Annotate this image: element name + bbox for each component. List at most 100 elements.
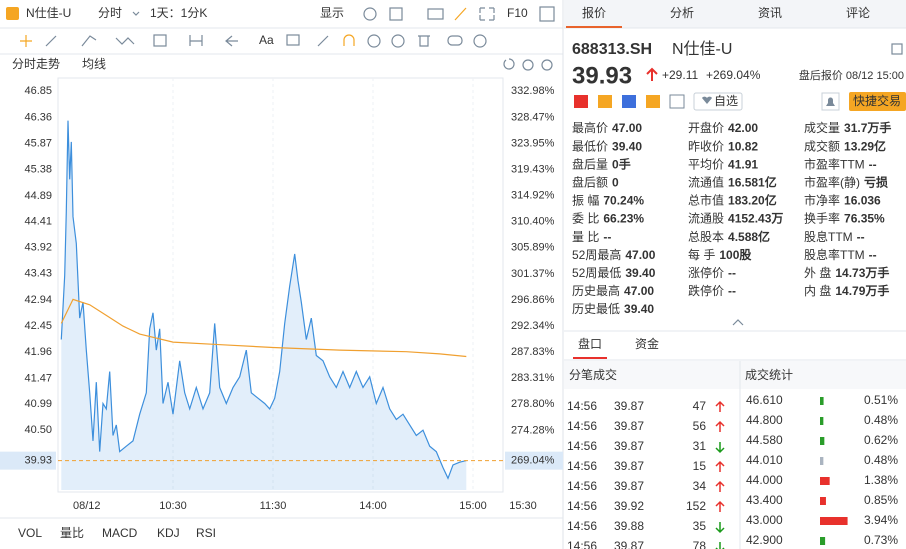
y-tick-label: 44.89 xyxy=(24,190,52,202)
stat-price: 44.580 xyxy=(746,433,783,447)
y2-tick-label: 332.98% xyxy=(511,85,555,97)
y-tick-label: 46.36 xyxy=(24,111,52,123)
price-line xyxy=(60,120,467,480)
display-button[interactable]: 显示 xyxy=(320,6,344,20)
series-legend[interactable]: 均线 xyxy=(82,57,106,71)
stat-value: 14.73万手 xyxy=(835,265,889,280)
x-tick-label: 11:30 xyxy=(260,500,287,512)
sub-tab[interactable]: 资金 xyxy=(635,336,659,351)
y2-tick-label: 301.37% xyxy=(511,268,555,280)
stat-value: 16.581亿 xyxy=(728,174,777,189)
x-tick-label: 15:30 xyxy=(509,500,537,512)
y2-tick-label: 296.86% xyxy=(511,294,555,306)
indicator-tab[interactable]: KDJ xyxy=(157,526,180,540)
stat-label: 股息TTM xyxy=(804,229,853,244)
indicator-tab[interactable]: 量比 xyxy=(60,526,84,540)
stat-value: 0手 xyxy=(612,156,631,171)
quote-status: 盘后报价 08/12 15:00 xyxy=(799,68,904,82)
panel-tab[interactable]: 分析 xyxy=(670,6,694,20)
stat-pct: 0.85% xyxy=(864,493,898,507)
stat-label: 内 盘 xyxy=(804,283,831,298)
indicator-tab[interactable]: VOL xyxy=(18,526,42,540)
y2-tick-label: 319.43% xyxy=(511,163,555,175)
stat-price: 43.400 xyxy=(746,493,783,507)
y2-tick-label: 314.92% xyxy=(511,190,555,202)
y-tick-label: 39.93 xyxy=(24,455,52,467)
stat-bar xyxy=(820,497,826,505)
y-tick-label: 44.41 xyxy=(24,215,52,227)
stat-pct: 1.38% xyxy=(864,473,898,487)
stat-pct: 0.48% xyxy=(864,453,898,467)
stat-label: 盘后额 xyxy=(572,174,608,189)
plot-frame xyxy=(57,77,504,493)
stat-label: 盘后量 xyxy=(572,156,608,171)
trade-arrow xyxy=(715,480,725,492)
y2-tick-label: 310.40% xyxy=(511,216,555,228)
active-tab-underline xyxy=(573,357,607,359)
x-tick-label: 15:00 xyxy=(459,500,487,512)
stat-label: 市盈率TTM xyxy=(804,156,865,171)
dropdown-arrow xyxy=(132,11,140,16)
panel-tab[interactable]: 评论 xyxy=(846,6,870,20)
mode-select[interactable]: 分时 xyxy=(98,6,122,20)
y2-tick-label: 269.04% xyxy=(511,455,555,467)
f10-button[interactable]: F10 xyxy=(507,6,528,20)
stat-bar xyxy=(820,517,848,525)
stock-tab[interactable]: N仕佳-U xyxy=(26,6,71,20)
indicator-tab[interactable]: RSI xyxy=(196,526,216,540)
stat-value: -- xyxy=(857,230,865,244)
trades-title: 分笔成交 xyxy=(569,367,617,382)
stock-name: N仕佳-U xyxy=(672,40,732,58)
trade-price: 39.87 xyxy=(614,459,644,473)
stat-value: 42.00 xyxy=(728,121,758,135)
trade-volume: 31 xyxy=(693,439,707,453)
sub-tab[interactable]: 盘口 xyxy=(578,336,602,351)
stat-bar xyxy=(820,437,825,445)
stock-code: 688313.SH xyxy=(572,41,652,58)
period-select[interactable]: 1天：1分K xyxy=(150,6,207,20)
stat-label: 开盘价 xyxy=(688,120,724,135)
y2-tick-label: 305.89% xyxy=(511,242,555,254)
y-tick-label: 43.43 xyxy=(24,268,52,280)
stat-pct: 0.73% xyxy=(864,533,898,547)
current-pct-box xyxy=(505,451,563,470)
average-line xyxy=(60,298,467,358)
watch-button[interactable]: 自选 xyxy=(714,94,738,108)
stat-price: 44.800 xyxy=(746,413,783,427)
stat-value: 39.40 xyxy=(612,139,642,153)
stat-label: 换手率 xyxy=(804,211,840,226)
active-tab-underline xyxy=(566,26,622,28)
price-change-pct: +269.04% xyxy=(706,68,761,82)
stat-value: 4152.43万 xyxy=(728,212,783,226)
panel-icon xyxy=(539,6,555,22)
list-header xyxy=(564,361,906,389)
stat-value: 70.24% xyxy=(603,194,644,208)
trade-price: 39.87 xyxy=(614,539,644,549)
series-legend[interactable]: 分时走势 xyxy=(12,57,60,71)
trade-volume: 15 xyxy=(693,459,707,473)
trade-time: 14:56 xyxy=(567,479,597,493)
panel-tab[interactable]: 报价 xyxy=(582,5,606,20)
stat-value: 47.00 xyxy=(625,248,655,262)
trade-price: 39.87 xyxy=(614,419,644,433)
stat-value: 13.29亿 xyxy=(844,138,886,153)
stat-label: 历史最低 xyxy=(572,302,620,316)
stat-label: 昨收价 xyxy=(688,139,724,153)
stat-pct: 3.94% xyxy=(864,513,898,527)
font-tool[interactable]: Aa xyxy=(259,33,274,47)
stat-price: 43.000 xyxy=(746,513,783,527)
stat-value: 47.00 xyxy=(612,121,642,135)
trade-volume: 47 xyxy=(693,399,707,413)
trade-volume: 35 xyxy=(693,519,707,533)
stat-bar xyxy=(820,477,830,485)
stat-label: 总股本 xyxy=(688,230,724,244)
y-tick-label: 46.85 xyxy=(24,85,52,97)
trade-arrow xyxy=(715,542,725,549)
y-tick-label: 42.45 xyxy=(24,320,52,332)
quick-trade-button[interactable]: 快捷交易 xyxy=(853,93,901,108)
indicator-tab[interactable]: MACD xyxy=(102,526,138,540)
stat-label: 52周最低 xyxy=(572,266,621,280)
panel-tab[interactable]: 资讯 xyxy=(758,6,782,20)
